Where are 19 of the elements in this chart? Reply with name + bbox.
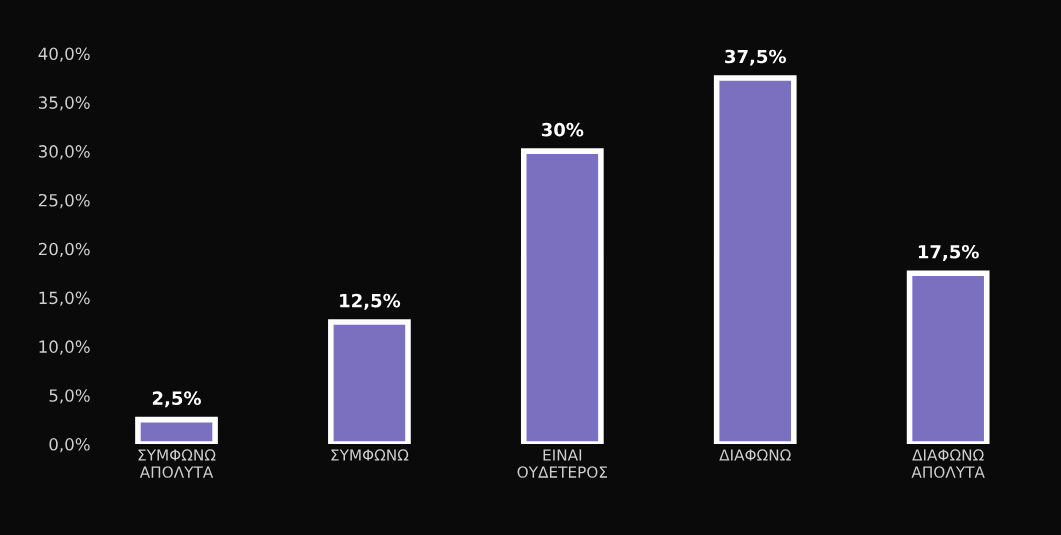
data-label: 17,5% xyxy=(918,244,979,261)
y-tick-label: 25,0% xyxy=(38,193,90,209)
data-label: 2,5% xyxy=(152,391,201,408)
y-tick-label: 30,0% xyxy=(38,145,90,160)
y-tick-label: 35,0% xyxy=(38,96,90,111)
y-tick-label: 20,0% xyxy=(38,242,90,258)
data-label: 30% xyxy=(541,122,584,137)
y-tick-label: 15,0% xyxy=(39,291,90,306)
x-tick-label: ΔΙΑΦΩΝΩ ΑΠΟΛΥΤΑ xyxy=(911,449,985,478)
x-tick-label: ΕΙΝΑΙ ΟΥΔΕΤΕΡΟΣ xyxy=(517,449,608,478)
data-label: 12,5% xyxy=(340,293,401,310)
x-tick-label: ΣΥΜΦΩΝΩ xyxy=(331,449,409,461)
x-tick-label: ΣΥΜΦΩΝΩ ΑΠΟΛΥΤΑ xyxy=(138,449,216,478)
x-tick-label: ΔΙΑΦΩΝΩ xyxy=(719,449,791,461)
y-tick-label: 0,0% xyxy=(49,438,90,453)
y-tick-label: 40,0% xyxy=(38,47,90,62)
y-tick-label: 5,0% xyxy=(49,389,90,404)
data-label: 37,5% xyxy=(725,49,786,66)
y-tick-label: 10,0% xyxy=(39,340,90,355)
